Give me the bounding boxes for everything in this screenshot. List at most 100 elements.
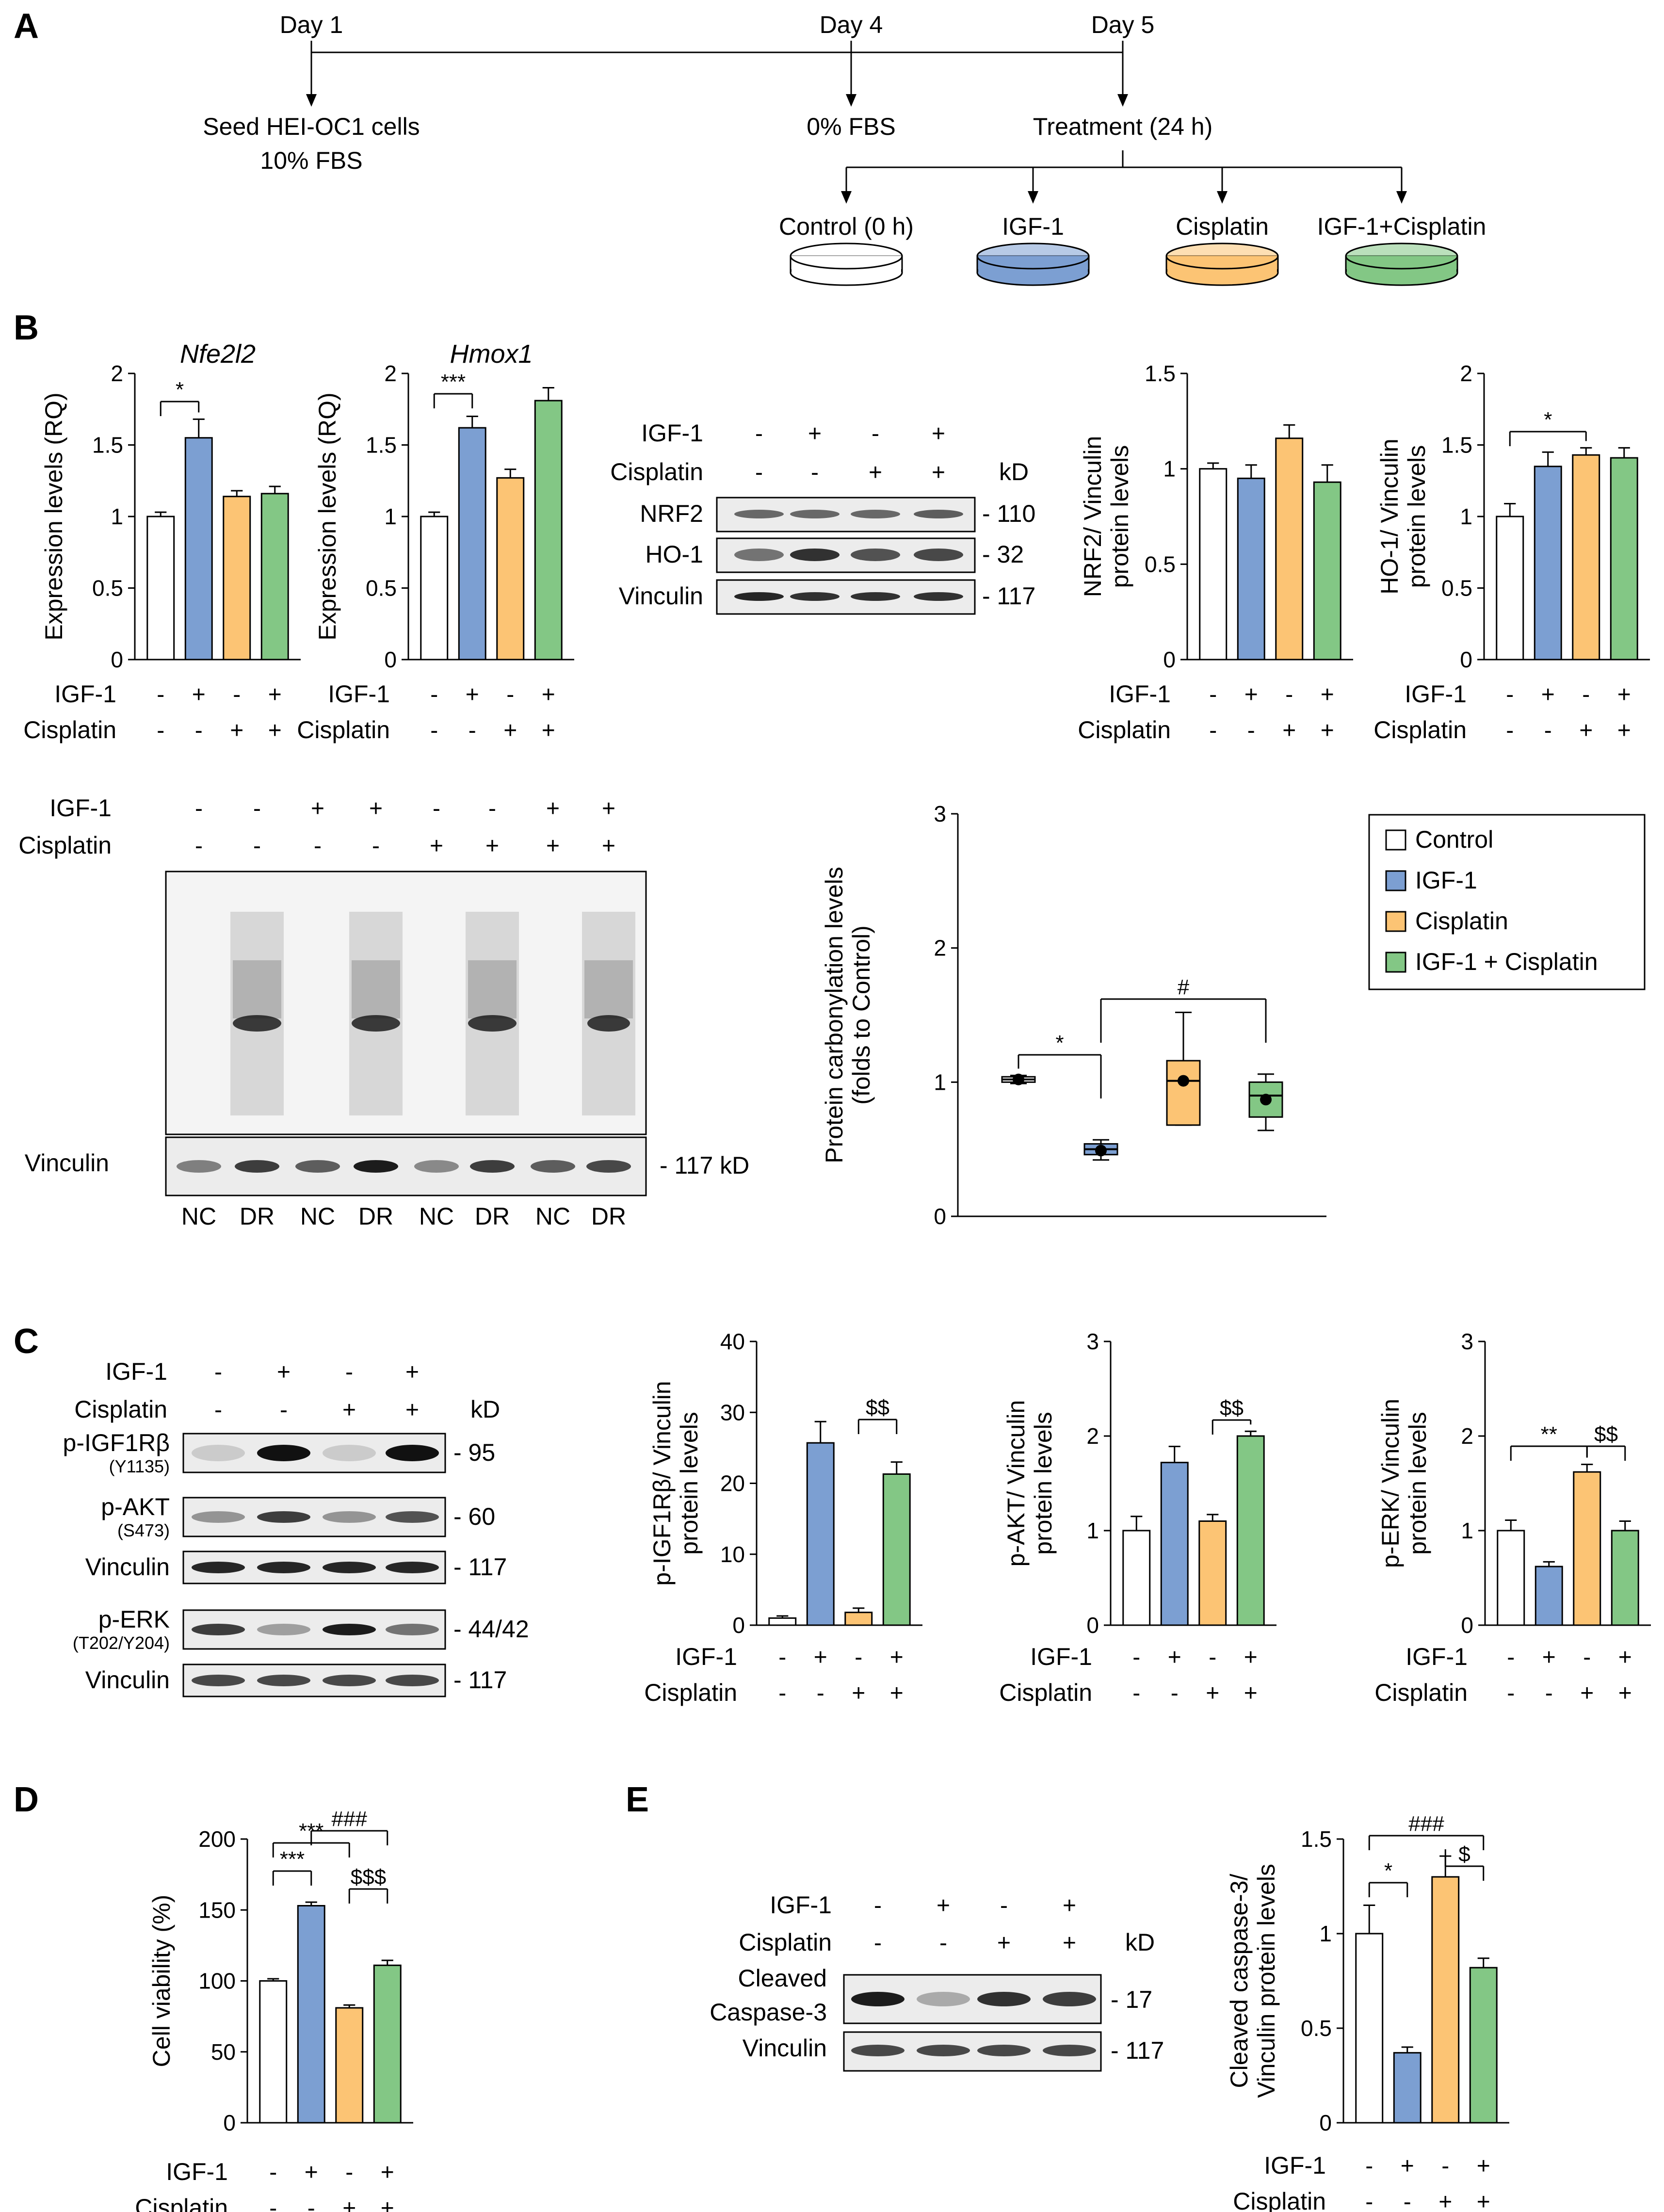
blot-row: p-IGF1Rβ(Y1135) - 95: [63, 1429, 496, 1476]
sign: +: [1438, 2189, 1452, 2212]
band: [586, 1160, 631, 1173]
panel-b-label: B: [14, 308, 39, 347]
y-tick-label: 1.5: [92, 433, 123, 458]
band: [323, 1624, 376, 1635]
bar: [882, 1473, 911, 1626]
sign: +: [602, 796, 615, 822]
igf1-row-label: IGF-1: [641, 420, 703, 447]
sign: -: [433, 796, 440, 822]
panel-letter: B: [14, 308, 39, 347]
y-tick-label: 0.5: [1145, 551, 1176, 577]
y-tick-label: 1: [1163, 456, 1176, 482]
y-tick-label: 2: [1460, 361, 1472, 386]
blot-row-sublabel: (Y1135): [109, 1456, 170, 1476]
sign: -: [157, 718, 164, 743]
band: [386, 1445, 439, 1461]
bar: [496, 477, 525, 661]
y-axis-label: protein levels: [676, 1412, 703, 1555]
sign: -: [269, 2196, 277, 2212]
size-label: - 32: [982, 541, 1024, 568]
y-tick-label: 1: [1086, 1518, 1099, 1543]
bar: [1313, 481, 1341, 661]
mean-dot: [1260, 1094, 1272, 1106]
y-axis-label: Expression levels (RQ): [314, 392, 341, 640]
y-axis-label: Cleaved caspase-3/: [1226, 1873, 1253, 2088]
sign: -: [1132, 1645, 1140, 1670]
bar: [534, 400, 563, 661]
lane-label: DR: [358, 1203, 393, 1230]
sign: +: [546, 833, 560, 859]
sign: -: [855, 1645, 862, 1670]
sign: +: [1401, 2153, 1414, 2179]
sign: -: [195, 796, 203, 822]
y-tick-label: 0: [934, 1204, 946, 1229]
lane-label: DR: [591, 1203, 626, 1230]
sign: -: [307, 2196, 315, 2212]
band: [468, 1015, 517, 1032]
sign: +: [381, 2160, 394, 2185]
band: [257, 1675, 310, 1686]
band: [470, 1160, 515, 1173]
blot-row-label: Vinculin: [619, 582, 703, 610]
y-tick-label: 1.5: [1301, 1826, 1332, 1852]
size-label: - 117: [1111, 2037, 1164, 2064]
y-axis-label: HO-1/ Vinculin: [1376, 438, 1403, 594]
band: [323, 1445, 376, 1461]
band: [734, 549, 784, 561]
blot-row-sublabel: (T202/Y204): [73, 1633, 170, 1653]
sign: -: [1209, 718, 1217, 743]
y-tick-label: 0.5: [1441, 576, 1472, 601]
bar: [297, 1905, 325, 2124]
sign: +: [305, 2160, 318, 2185]
day-label: Day 4: [820, 11, 883, 38]
y-axis-label: protein levels: [1403, 445, 1430, 588]
lane-label: DR: [240, 1203, 275, 1230]
blot-b2: IGF-1 Cisplatin - - - - + - + - - + - + + + + + Vinculin - …: [18, 794, 749, 1230]
bar: [1199, 468, 1228, 661]
band: [323, 1511, 376, 1523]
sign: +: [369, 796, 383, 822]
arrowhead-icon: [846, 94, 856, 107]
sign: -: [1582, 682, 1590, 708]
sign: +: [602, 833, 615, 859]
sign: +: [381, 2196, 394, 2212]
bar: [223, 496, 251, 661]
igf1-row-label: IGF-1: [328, 680, 390, 708]
sign: -: [280, 1397, 288, 1423]
blot-row-label: Cleaved: [738, 1965, 827, 1992]
sign: +: [1321, 682, 1334, 708]
sign: +: [542, 718, 555, 743]
arrowhead-icon: [1028, 191, 1038, 204]
sign: -: [195, 833, 203, 859]
band: [977, 1992, 1031, 2006]
y-axis-label: Cell viability (%): [148, 1895, 175, 2067]
band: [587, 1015, 630, 1032]
sign: -: [874, 1930, 882, 1956]
significance-label: ***: [441, 370, 466, 394]
band: [914, 510, 963, 518]
cisplatin-row-label: Cisplatin: [1374, 1679, 1468, 1706]
band: [531, 1160, 575, 1173]
y-tick-label: 1: [1461, 1518, 1473, 1543]
day-label: Day 5: [1091, 11, 1155, 38]
legend-label: Control: [1415, 826, 1493, 853]
y-tick-label: 0: [111, 647, 123, 672]
band: [257, 1624, 310, 1635]
arrowhead-icon: [1217, 191, 1228, 204]
y-tick-label: 2: [1086, 1423, 1099, 1449]
significance-label: ***: [280, 1847, 305, 1871]
y-tick-label: 2: [384, 361, 397, 386]
y-tick-label: 0.5: [92, 576, 123, 601]
y-tick-label: 1: [934, 1069, 946, 1095]
sign: -: [1583, 1645, 1591, 1670]
band: [192, 1445, 245, 1461]
bar: [1611, 1530, 1639, 1626]
bar: [184, 437, 213, 661]
sign: -: [1000, 1893, 1008, 1919]
mean-dot: [1095, 1145, 1107, 1157]
chart-hmox1: 0 0.5 1 1.5 2 Expression levels (RQ) Hmox1*** I…: [297, 339, 574, 743]
igf1-row-label: IGF-1: [770, 1891, 832, 1919]
cisplatin-row-label: Cisplatin: [1233, 2188, 1326, 2212]
fbs-label: 0% FBS: [807, 113, 895, 140]
significance-label: $: [1458, 1842, 1470, 1866]
